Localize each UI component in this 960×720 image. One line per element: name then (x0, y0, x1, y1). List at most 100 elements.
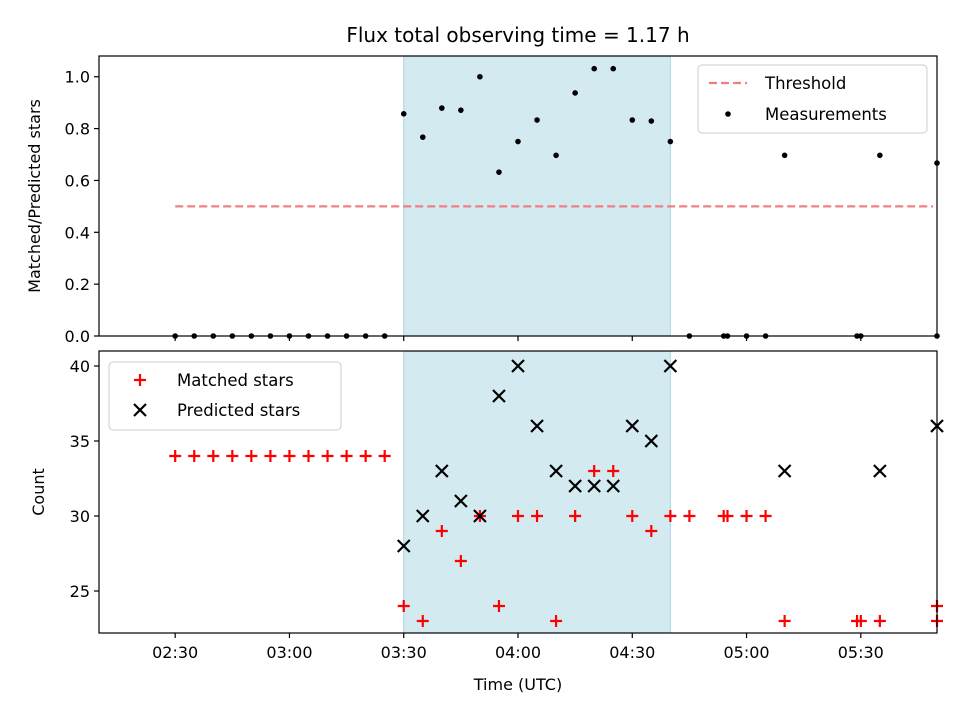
predicted-star-point (663, 359, 678, 373)
matched-star-point (188, 450, 201, 462)
measurement-point (534, 117, 540, 123)
predicted-star-point (511, 359, 525, 373)
matched-star-point (435, 525, 448, 537)
matched-star-point (550, 615, 563, 627)
measurement-point (477, 73, 483, 80)
predicted-star-point (606, 479, 621, 493)
top-legend: Threshold Measurements (697, 64, 928, 134)
x-tick-label: 05:00 (723, 643, 769, 662)
measurement-point (629, 117, 636, 123)
matched-star-point (721, 510, 734, 522)
measurement-point (439, 105, 445, 111)
matched-star-point (378, 450, 391, 462)
bottom-y-axis-label: Count (29, 468, 48, 516)
bottom-legend-box (108, 361, 342, 431)
matched-star-point (759, 510, 772, 522)
measurement-point (515, 138, 521, 145)
y-tick-label: 0.8 (65, 120, 90, 139)
measurement-point (781, 152, 788, 159)
matched-star-point (302, 450, 315, 462)
legend-predicted-label: Predicted stars (177, 401, 300, 420)
matched-star-point (416, 615, 429, 627)
top-legend-box (697, 64, 928, 134)
legend-matched-label: Matched stars (177, 371, 294, 390)
x-tick-label: 04:30 (609, 643, 655, 662)
measurement-point (877, 152, 883, 159)
x-tick-label: 05:30 (838, 643, 884, 662)
matched-star-point (607, 465, 620, 477)
y-tick-label: 0.4 (65, 223, 90, 242)
matched-star-point (492, 600, 505, 612)
legend-threshold-label: Threshold (764, 74, 846, 93)
predicted-star-point (549, 464, 563, 478)
matched-star-point (283, 450, 296, 462)
matched-star-point (226, 450, 239, 462)
matched-star-points (169, 450, 943, 627)
x-tick-label: 02:30 (152, 643, 198, 662)
matched-star-point (664, 510, 677, 522)
matched-star-point (245, 450, 258, 462)
y-tick-label: 35 (70, 432, 90, 451)
y-tick-label: 0.2 (65, 275, 90, 294)
measurement-point (553, 152, 559, 159)
matched-star-point (169, 450, 182, 462)
measurement-point (496, 169, 502, 175)
top-panel: Flux total observing time = 1.17 h 0.00.… (25, 23, 940, 346)
predicted-star-point (587, 479, 601, 493)
measurement-point (648, 118, 655, 124)
matched-star-point (207, 450, 220, 462)
matched-star-point (340, 450, 353, 462)
predicted-star-point (530, 419, 544, 433)
matched-star-point (454, 555, 467, 567)
legend-predicted-swatch (133, 403, 147, 417)
matched-star-point (531, 510, 544, 522)
measurement-point (400, 111, 407, 117)
y-tick-label: 1.0 (65, 68, 90, 87)
matched-star-point (397, 600, 410, 612)
measurement-point (458, 107, 464, 113)
measurement-point (572, 90, 578, 96)
matched-star-point (645, 525, 658, 537)
y-tick-label: 25 (70, 582, 90, 601)
measurement-point (419, 134, 426, 140)
matched-star-point (854, 615, 867, 627)
y-tick-label: 0.0 (65, 327, 90, 346)
predicted-star-point (473, 509, 487, 523)
matched-star-point (569, 510, 582, 522)
measurement-point (610, 65, 617, 72)
matched-star-point (626, 510, 639, 522)
y-tick-label: 30 (70, 507, 90, 526)
bottom-shaded-region (403, 350, 671, 634)
predicted-star-point (396, 539, 411, 553)
matched-star-point (588, 465, 601, 477)
y-tick-label: 40 (70, 357, 90, 376)
top-y-ticks: 0.0 0.2 0.4 0.6 0.8 1.0 (65, 68, 99, 346)
predicted-star-point (644, 434, 659, 448)
predicted-star-point (415, 509, 430, 523)
measurement-point (667, 138, 674, 145)
top-shaded-region (403, 55, 671, 337)
legend-measurements-label: Measurements (765, 105, 887, 124)
matched-star-point (264, 450, 277, 462)
predicted-star-point (625, 419, 640, 433)
predicted-star-point (435, 464, 449, 478)
matched-star-point (778, 615, 791, 627)
matched-star-point (321, 450, 334, 462)
bottom-legend: Matched stars Predicted stars (108, 361, 342, 431)
predicted-star-point (777, 464, 792, 478)
measurement-point (591, 65, 597, 72)
bottom-y-ticks: 25 30 35 40 (70, 357, 99, 601)
predicted-star-point (492, 389, 506, 403)
measurement-points (172, 65, 940, 339)
top-y-axis-label: Matched/Predicted stars (25, 99, 44, 293)
predicted-star-point (568, 479, 582, 493)
matched-star-point (740, 510, 753, 522)
y-tick-label: 0.6 (65, 171, 90, 190)
top-x-ticks (174, 336, 862, 341)
x-axis-label: Time (UTC) (473, 675, 562, 694)
chart-title: Flux total observing time = 1.17 h (346, 23, 689, 47)
predicted-star-point (873, 464, 887, 478)
matched-star-point (873, 615, 886, 627)
